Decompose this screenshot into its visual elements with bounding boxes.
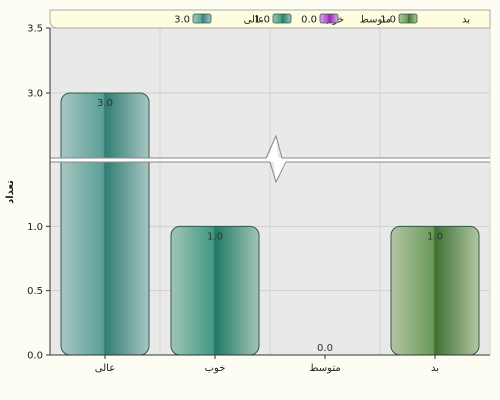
legend-swatch-2 (319, 13, 339, 24)
legend-box (49, 9, 491, 29)
x-tick-label: متوسط (309, 363, 340, 374)
legend-value-2: 0.0 (301, 15, 317, 26)
legend-swatch-1 (272, 13, 292, 24)
axis-break-band (50, 136, 490, 182)
y-tick-label: 0.5 (27, 286, 43, 297)
axes: 0.0 0.5 1.0 3.0 3.5 عالی خوب متوسط بد (27, 24, 490, 374)
axis-break (50, 134, 490, 184)
data-label-3: 1.0 (427, 231, 443, 242)
legend-label-2: متوسط (360, 15, 391, 26)
data-label-0: 3.0 (97, 98, 113, 109)
bar-0 (60, 92, 150, 356)
legend-value-3: 1.0 (380, 15, 396, 26)
x-tick-label: خوب (205, 363, 226, 374)
y-axis-title: تعداد (5, 180, 16, 204)
data-label-2: 0.0 (317, 343, 333, 354)
y-tick-label: 3.5 (27, 24, 43, 35)
data-labels: 3.0 1.0 0.0 1.0 (97, 98, 443, 354)
y-tick-label: 3.0 (27, 89, 43, 100)
legend-value-0: 3.0 (174, 15, 190, 26)
x-tick-label: بد (431, 363, 439, 374)
legend-value-1: 1.0 (254, 15, 270, 26)
legend-label-3: بد (462, 15, 470, 26)
legend-swatch-0 (192, 13, 212, 24)
bar-1 (170, 225, 260, 356)
y-tick-label: 1.0 (27, 222, 43, 233)
bar-3 (390, 225, 480, 356)
x-tick-label: عالی (95, 363, 115, 374)
y-tick-label: 0.0 (27, 351, 43, 362)
legend-swatch-3 (398, 13, 418, 24)
data-label-1: 1.0 (207, 231, 223, 242)
axis-break-edge-bottom (50, 161, 490, 184)
axis-break-edge-top (50, 134, 490, 159)
legend-label-0: عالی (244, 15, 264, 26)
